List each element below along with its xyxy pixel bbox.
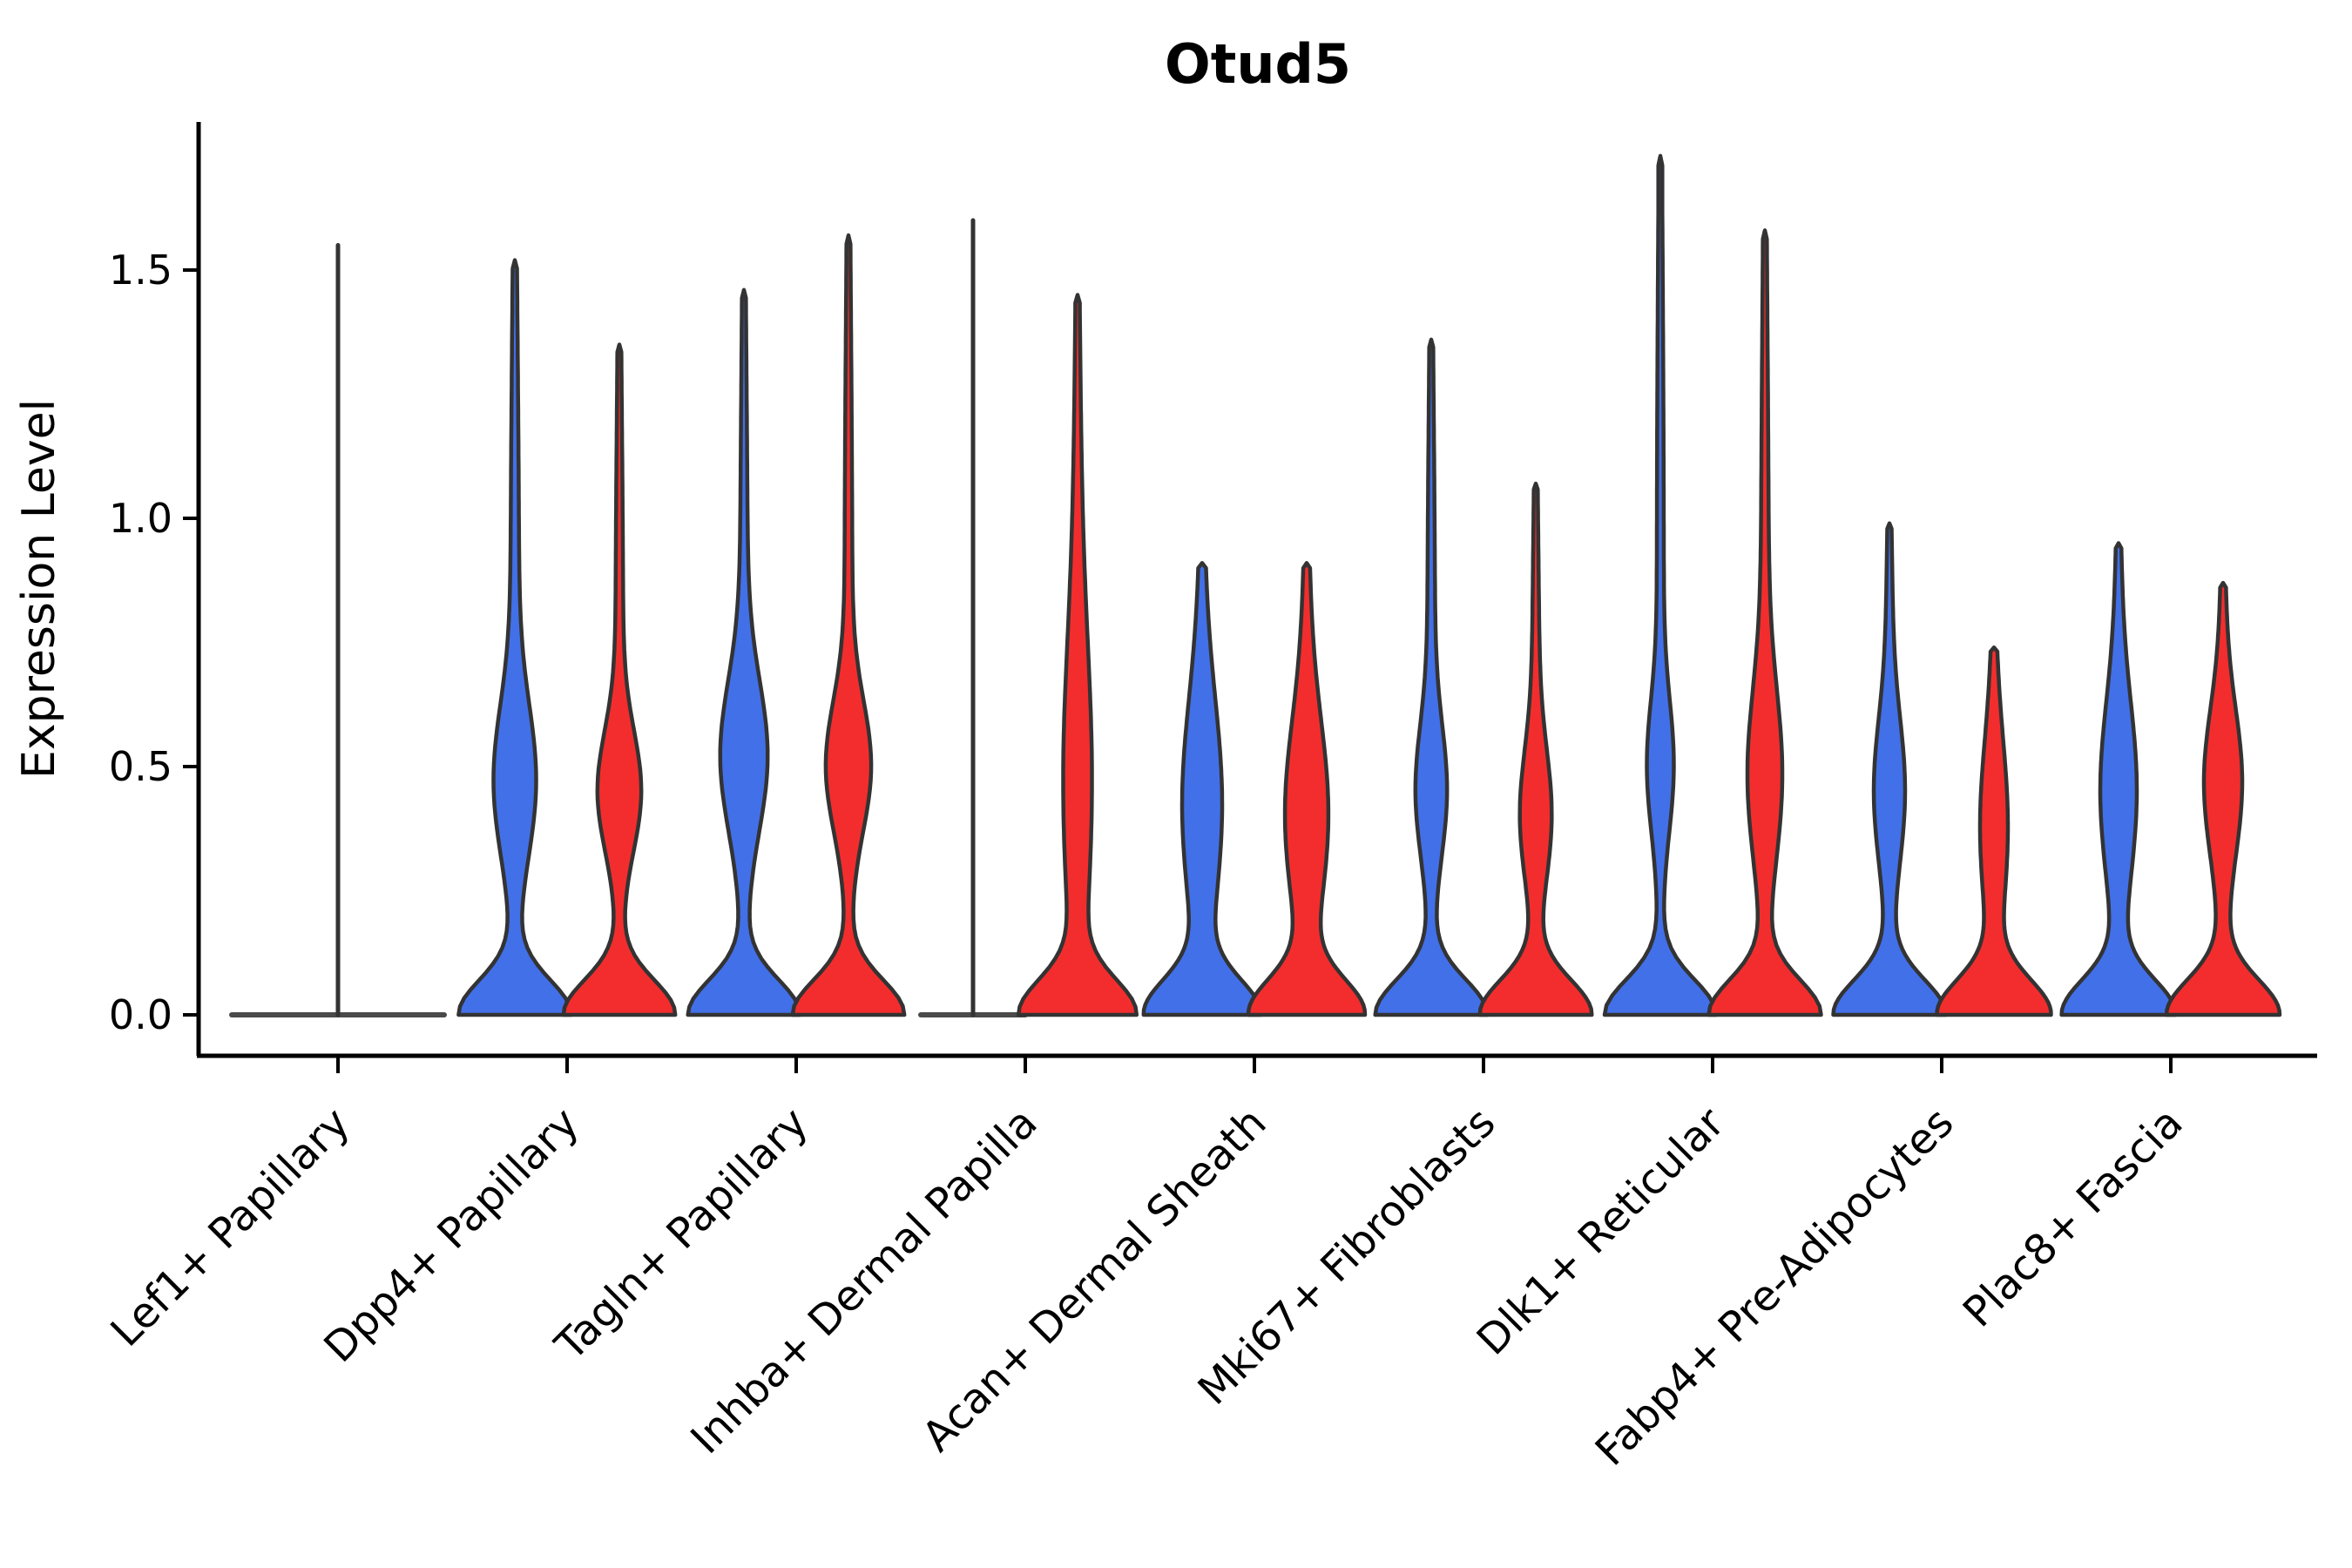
violin-right-7 bbox=[1935, 645, 2053, 1017]
y-tick-label: 1.5 bbox=[109, 247, 172, 294]
violin-left-5 bbox=[1373, 337, 1490, 1017]
violin-left-8 bbox=[2059, 541, 2178, 1017]
violin-right-4 bbox=[1246, 561, 1368, 1017]
violin-left-6 bbox=[1602, 153, 1719, 1017]
x-tick-label: Tagln+ Papillary bbox=[545, 1098, 817, 1370]
violin-right-6 bbox=[1707, 228, 1823, 1017]
x-tick-label: Plac8+ Fascia bbox=[1954, 1098, 2193, 1337]
violins-layer bbox=[229, 153, 2282, 1017]
violin-left-7 bbox=[1831, 521, 1948, 1017]
y-tick-label: 0.0 bbox=[109, 991, 172, 1038]
y-axis-label: Expression Level bbox=[13, 399, 65, 779]
violin-right-2 bbox=[790, 233, 907, 1017]
chart-title: Otud5 bbox=[1165, 32, 1351, 96]
violin-right-3 bbox=[1016, 293, 1139, 1017]
y-tick-label: 0.5 bbox=[109, 743, 172, 790]
violin-right-8 bbox=[2164, 580, 2282, 1017]
violin-left-1 bbox=[456, 258, 573, 1017]
violin-left-2 bbox=[686, 287, 802, 1017]
x-tick-label: Dlk1+ Reticular bbox=[1468, 1098, 1734, 1365]
y-axis-ticks: 0.0 0.5 1.0 1.5 bbox=[109, 247, 199, 1038]
x-tick-label: Lef1+ Papillary bbox=[102, 1098, 360, 1356]
violin-right-1 bbox=[561, 342, 678, 1017]
x-tick-label: Dpp4+ Papillary bbox=[314, 1098, 588, 1372]
violin-right-5 bbox=[1477, 481, 1594, 1017]
violin-left-4 bbox=[1141, 561, 1263, 1017]
y-tick-label: 1.0 bbox=[109, 495, 172, 542]
